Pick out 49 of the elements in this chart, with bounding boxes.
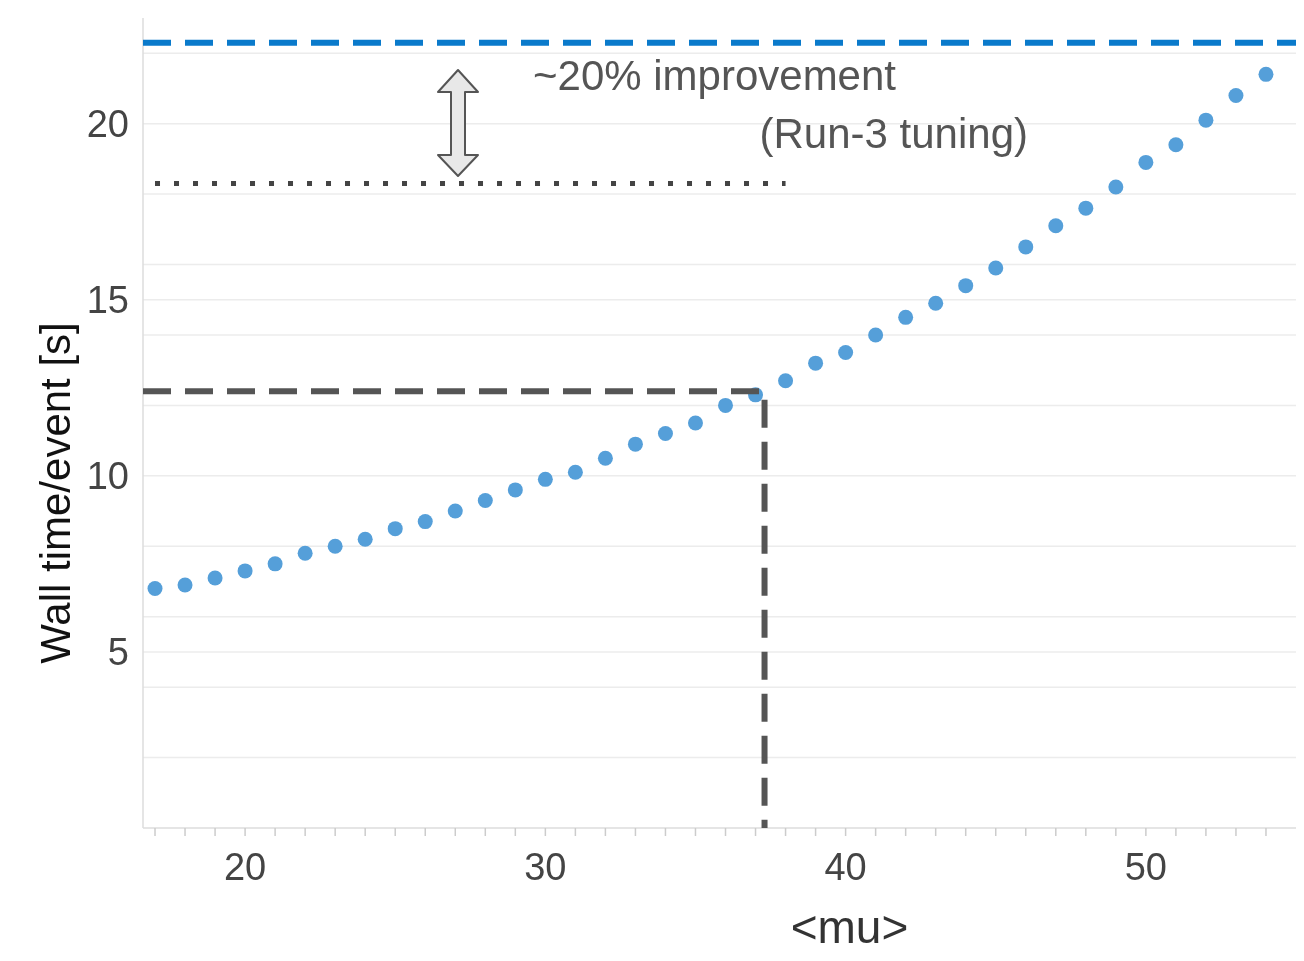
point (1018, 239, 1034, 255)
point (1138, 154, 1154, 170)
y-tick-label: 15 (86, 278, 129, 321)
point (718, 397, 734, 413)
y-axis-title: Wall time/event [s] (32, 322, 79, 664)
point (868, 327, 884, 343)
x-tick-label: 30 (524, 846, 567, 888)
point (597, 450, 613, 466)
y-tick-label: 10 (86, 454, 129, 497)
point (297, 545, 313, 561)
point (207, 570, 223, 586)
annotation: (Run-3 tuning) (759, 110, 1028, 157)
point (447, 503, 463, 519)
point (1168, 137, 1184, 153)
point (357, 531, 373, 547)
point (1108, 179, 1124, 195)
point (267, 556, 283, 572)
point (1078, 200, 1094, 216)
point (417, 514, 433, 530)
x-axis-title: <mu> (790, 901, 909, 953)
point (1258, 66, 1274, 82)
point (327, 538, 343, 554)
point (898, 309, 914, 325)
x-tick-label: 20 (223, 846, 267, 888)
point (147, 581, 163, 597)
point (1228, 87, 1244, 103)
point (778, 373, 794, 389)
point (237, 563, 253, 579)
point (838, 345, 854, 361)
annotation: ~20% improvement (533, 52, 897, 99)
point (1048, 218, 1064, 234)
point (177, 577, 193, 593)
y-tick-label: 5 (107, 630, 129, 673)
point (567, 464, 583, 480)
point (988, 260, 1004, 276)
x-tick-label: 50 (1124, 846, 1168, 888)
point (387, 521, 403, 537)
point (537, 471, 553, 487)
point (657, 426, 673, 442)
x-tick-label: 40 (824, 846, 867, 888)
point (627, 436, 643, 452)
point (1198, 112, 1214, 128)
point (507, 482, 523, 498)
point (477, 492, 493, 508)
point (958, 278, 974, 294)
y-tick-label: 20 (86, 102, 129, 145)
point (928, 295, 944, 311)
point (687, 415, 703, 431)
point (808, 355, 824, 371)
